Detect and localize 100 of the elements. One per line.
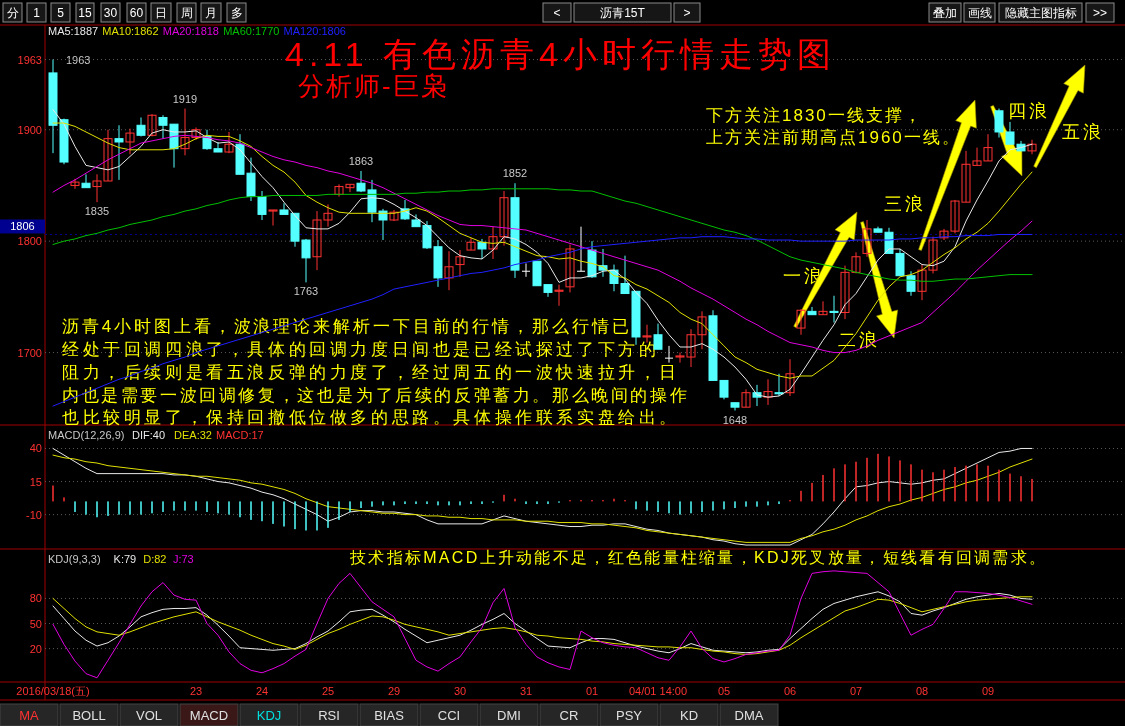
text: CR — [559, 708, 579, 723]
x-tick-label: 29 — [387, 685, 401, 697]
candlestick — [147, 113, 157, 137]
text: CCI — [437, 708, 461, 723]
text: BIAS — [374, 708, 405, 723]
text: 1 — [33, 6, 41, 20]
annotation: 1863 — [348, 154, 374, 167]
y-tick-label: 1900 — [17, 123, 42, 136]
annotation: 1648 — [722, 413, 748, 426]
annotation: 也比较明显了，保持回撤低位做多的思路。具体操作联系实盘给出。 — [62, 408, 680, 427]
candlestick — [576, 226, 586, 272]
annotation: 1963 — [66, 54, 91, 66]
text: MA10:1862 — [102, 25, 159, 37]
text: MACD:17 — [216, 429, 264, 441]
x-tick-label: 23 — [189, 685, 203, 697]
y-tick-label: 50 — [29, 617, 42, 630]
text: > — [683, 6, 691, 20]
annotation: 下方关注1830一线支撑， — [706, 106, 923, 125]
text: D:82 — [143, 553, 167, 565]
candlestick — [477, 238, 487, 260]
text: 沥青15T — [600, 6, 646, 20]
candlestick — [906, 270, 916, 297]
line-series — [52, 570, 1033, 679]
x-tick-label: 01 — [585, 685, 599, 697]
y-tick-label: 20 — [29, 642, 42, 655]
candlestick — [125, 128, 135, 155]
y-tick-label: 80 — [29, 592, 42, 605]
y-tick-label: 15 — [29, 475, 42, 488]
annotation: 1835 — [84, 205, 110, 218]
candlestick — [741, 388, 751, 408]
candlestick — [389, 209, 399, 222]
text: DIF:40 — [132, 429, 166, 441]
text: 分析师-巨枭 — [298, 71, 449, 101]
annotation: 技术指标MACD上升动能不足，红色能量柱缩量，KDJ死叉放量，短线看有回调需求。 — [349, 549, 1048, 566]
candlestick — [114, 124, 124, 181]
text: 叠加 — [933, 6, 957, 20]
chart-title: KDJ(9,3,3) — [48, 553, 101, 565]
annotation: 上方关注前期高点1960一线。 — [706, 128, 961, 147]
text: RSI — [318, 708, 340, 723]
text: PSY — [615, 708, 643, 723]
line-series — [52, 233, 1033, 407]
candlestick — [81, 173, 91, 189]
x-tick-label: 31 — [519, 685, 533, 697]
candlestick — [1027, 139, 1037, 155]
text: < — [553, 6, 561, 20]
ref-line-label: 1806 — [10, 220, 35, 233]
x-tick-label: 08 — [915, 685, 929, 697]
text: KDJ — [256, 708, 282, 723]
candlestick — [829, 295, 839, 323]
chart-title: MACD(12,26,9) — [48, 429, 125, 441]
x-tick-label: 06 — [783, 685, 797, 697]
text: 五浪 — [1062, 122, 1104, 142]
annotation: 四浪 — [1008, 101, 1050, 121]
annotation: 1919 — [172, 92, 198, 105]
text: MA20:1818 — [162, 25, 219, 37]
text: MA120:1806 — [283, 25, 346, 37]
x-tick-label: 2016/03/18(五) — [16, 685, 90, 697]
candlestick — [444, 250, 454, 291]
candlestick — [796, 308, 806, 336]
annotation: 三浪 — [884, 194, 926, 214]
candlestick — [807, 306, 817, 316]
y-tick-label: -10 — [26, 508, 42, 521]
text: >> — [1092, 6, 1108, 20]
candlestick — [268, 209, 278, 227]
candlestick — [466, 237, 476, 251]
y-tick-label: 1800 — [17, 235, 42, 248]
text: 5 — [57, 6, 65, 20]
text: BOLL — [72, 708, 106, 723]
annotation: 1763 — [293, 285, 319, 298]
text: K:79 — [113, 553, 137, 565]
candlestick — [521, 262, 531, 278]
x-tick-label: 25 — [321, 685, 335, 697]
text: DMI — [497, 708, 521, 723]
candlestick — [664, 345, 674, 364]
candlestick — [565, 244, 575, 293]
text: VOL — [135, 708, 163, 723]
x-tick-label: 05 — [717, 685, 731, 697]
text: DEA:32 — [174, 429, 212, 441]
text: DMA — [734, 708, 764, 723]
series-label: J:73 — [172, 553, 194, 565]
y-tick-label: 1700 — [17, 346, 42, 359]
candlestick — [774, 373, 784, 397]
candlestick — [70, 178, 80, 190]
candlestick — [763, 378, 773, 406]
x-tick-label: 09 — [981, 685, 995, 697]
candlestick — [818, 300, 828, 316]
text: KD — [679, 708, 699, 723]
candlestick — [862, 219, 872, 258]
candlestick — [653, 323, 663, 350]
text: MA60:1770 — [223, 25, 280, 37]
x-tick-label: 07 — [849, 685, 863, 697]
chart-title: 4.11 有色沥青4小时行情走势图 — [285, 35, 837, 73]
candlestick — [257, 190, 267, 221]
y-tick-label: 40 — [29, 442, 42, 455]
x-tick-label: 04/01 14:00 — [628, 685, 688, 697]
text: MA5:1887 — [48, 25, 99, 37]
text: MACD — [189, 708, 229, 723]
x-tick-label: 24 — [255, 685, 269, 697]
annotation: 1852 — [502, 167, 528, 180]
candlestick — [554, 284, 564, 307]
